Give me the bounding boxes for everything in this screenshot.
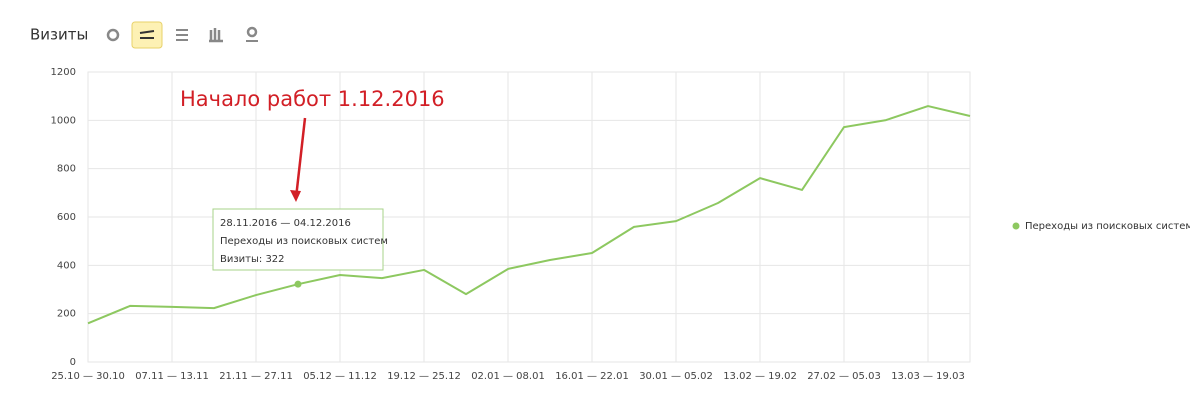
y-tick-label: 1200: [51, 67, 76, 78]
x-tick-label: 05.12 — 11.12: [303, 371, 377, 382]
x-tick-label: 27.02 — 05.03: [807, 371, 881, 382]
y-tick-label: 200: [57, 309, 76, 320]
x-tick-label: 25.10 — 30.10: [51, 371, 125, 382]
map-icon[interactable]: [246, 26, 258, 42]
y-tick-label: 600: [57, 212, 76, 223]
annotation-arrowhead: [290, 190, 301, 202]
tooltip-line: Визиты: 322: [220, 254, 285, 265]
tooltip-line: 28.11.2016 — 04.12.2016: [220, 218, 351, 229]
annotation-arrow: [294, 117, 307, 199]
x-tick-label: 19.12 — 25.12: [387, 371, 461, 382]
pie-icon[interactable]: [106, 28, 120, 42]
x-tick-label: 13.02 — 19.02: [723, 371, 797, 382]
highlight-point: [294, 280, 302, 288]
series-line: [87, 105, 971, 325]
y-tick-label: 800: [57, 164, 76, 175]
bar-icon[interactable]: [209, 28, 223, 43]
tooltip-box: [212, 208, 384, 271]
chart-title: Визиты: [30, 26, 88, 44]
y-tick-label: 400: [57, 260, 76, 271]
legend-marker: [1012, 222, 1020, 230]
area-icon[interactable]: [176, 29, 188, 41]
tooltip-line: Переходы из поисковых систем: [220, 236, 388, 247]
x-tick-label: 02.01 — 08.01: [471, 371, 545, 382]
y-tick-label: 0: [70, 357, 76, 368]
tooltip: 28.11.2016 — 04.12.2016 Переходы из поис…: [212, 208, 388, 271]
annotation: Начало работ 1.12.2016: [180, 87, 445, 111]
x-tick-label: 07.11 — 13.11: [135, 371, 209, 382]
legend-label: Переходы из поисковых систем: [1025, 221, 1190, 232]
x-tick-label: 16.01 — 22.01: [555, 371, 629, 382]
x-tick-label: 21.11 — 27.11: [219, 371, 293, 382]
x-tick-label: 30.01 — 05.02: [639, 371, 713, 382]
line-icon: [139, 30, 155, 39]
y-tick-label: 1000: [51, 115, 76, 126]
toolbar: [106, 21, 258, 49]
line-icon-active[interactable]: [131, 21, 163, 49]
x-tick-label: 13.03 — 19.03: [891, 371, 965, 382]
